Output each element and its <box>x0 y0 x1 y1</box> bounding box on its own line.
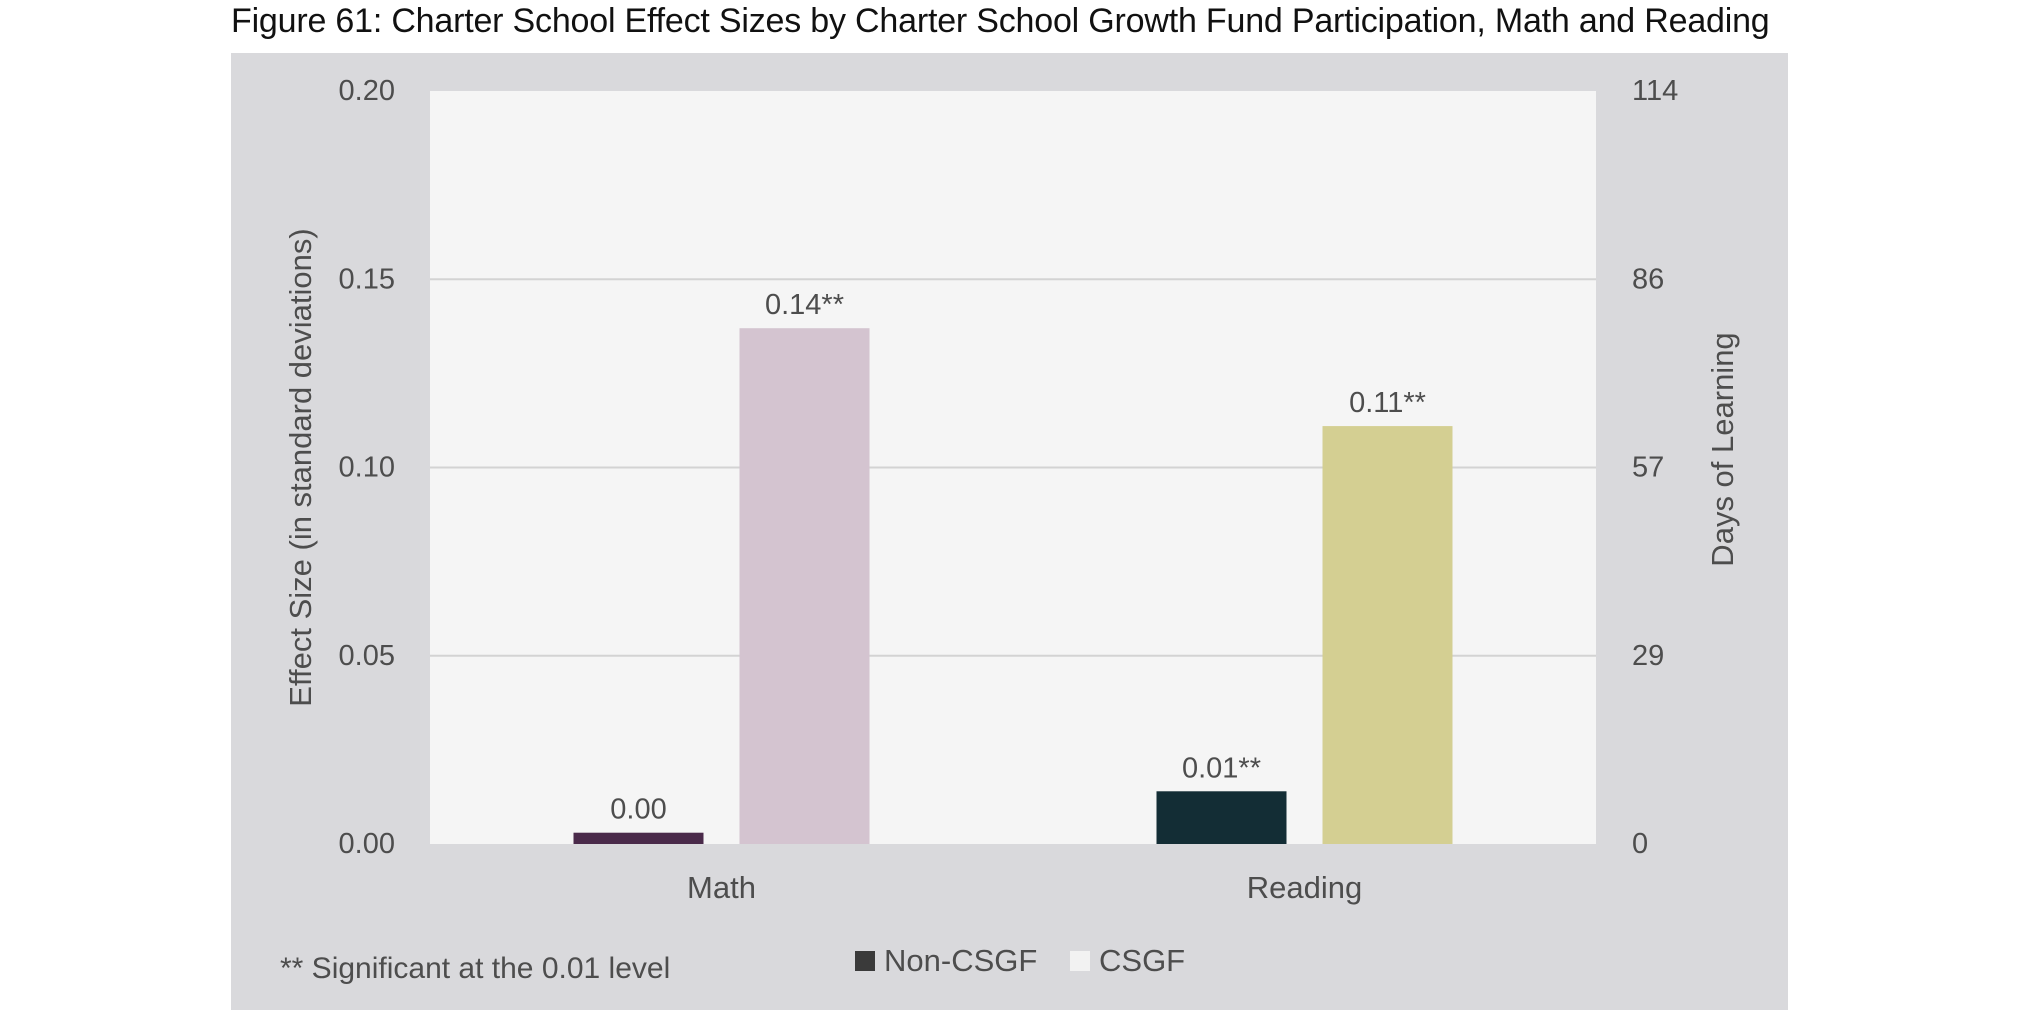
x-tick-label: Reading <box>1247 870 1362 905</box>
legend-swatch-csgf <box>1070 951 1090 971</box>
legend: Non-CSGF CSGF <box>855 943 1185 978</box>
bar-labels: 0.00 0.14** 0.01** 0.11** <box>610 289 1426 826</box>
bar-math-non-csgf <box>573 832 704 844</box>
x-axis-ticks: Math Reading <box>687 870 1362 905</box>
bar-value-label: 0.11** <box>1349 387 1426 419</box>
bar-reading-non-csgf <box>1156 791 1287 844</box>
y-axis-label: Effect Size (in standard deviations) <box>283 228 318 706</box>
bar-math-csgf <box>739 328 870 844</box>
y2-tick-label: 57 <box>1632 452 1664 484</box>
y-axis-ticks: 0.00 0.05 0.10 0.15 0.20 <box>339 75 395 860</box>
y2-tick-label: 0 <box>1632 828 1648 860</box>
y-tick-label: 0.10 <box>339 452 395 484</box>
y-tick-label: 0.00 <box>339 828 395 860</box>
y-tick-label: 0.15 <box>339 263 395 295</box>
x-tick-label: Math <box>687 870 756 905</box>
y2-axis-ticks: 0 29 57 86 114 <box>1632 75 1678 860</box>
y2-tick-label: 86 <box>1632 263 1664 295</box>
bar-value-label: 0.00 <box>610 794 666 826</box>
legend-swatch-non-csgf <box>855 951 875 971</box>
footnote: ** Significant at the 0.01 level <box>280 952 670 985</box>
y2-axis-label: Days of Learning <box>1705 332 1740 566</box>
y2-tick-label: 29 <box>1632 640 1664 672</box>
legend-label: CSGF <box>1099 943 1185 978</box>
y-tick-label: 0.20 <box>339 75 395 107</box>
legend-label: Non-CSGF <box>884 943 1037 978</box>
bars <box>573 328 1453 844</box>
bar-value-label: 0.14** <box>765 289 844 321</box>
y-tick-label: 0.05 <box>339 640 395 672</box>
bar-value-label: 0.01** <box>1182 752 1261 784</box>
y2-tick-label: 114 <box>1632 75 1678 107</box>
figure-title: Figure 61: Charter School Effect Sizes b… <box>231 2 1770 40</box>
bar-reading-csgf <box>1322 426 1453 844</box>
